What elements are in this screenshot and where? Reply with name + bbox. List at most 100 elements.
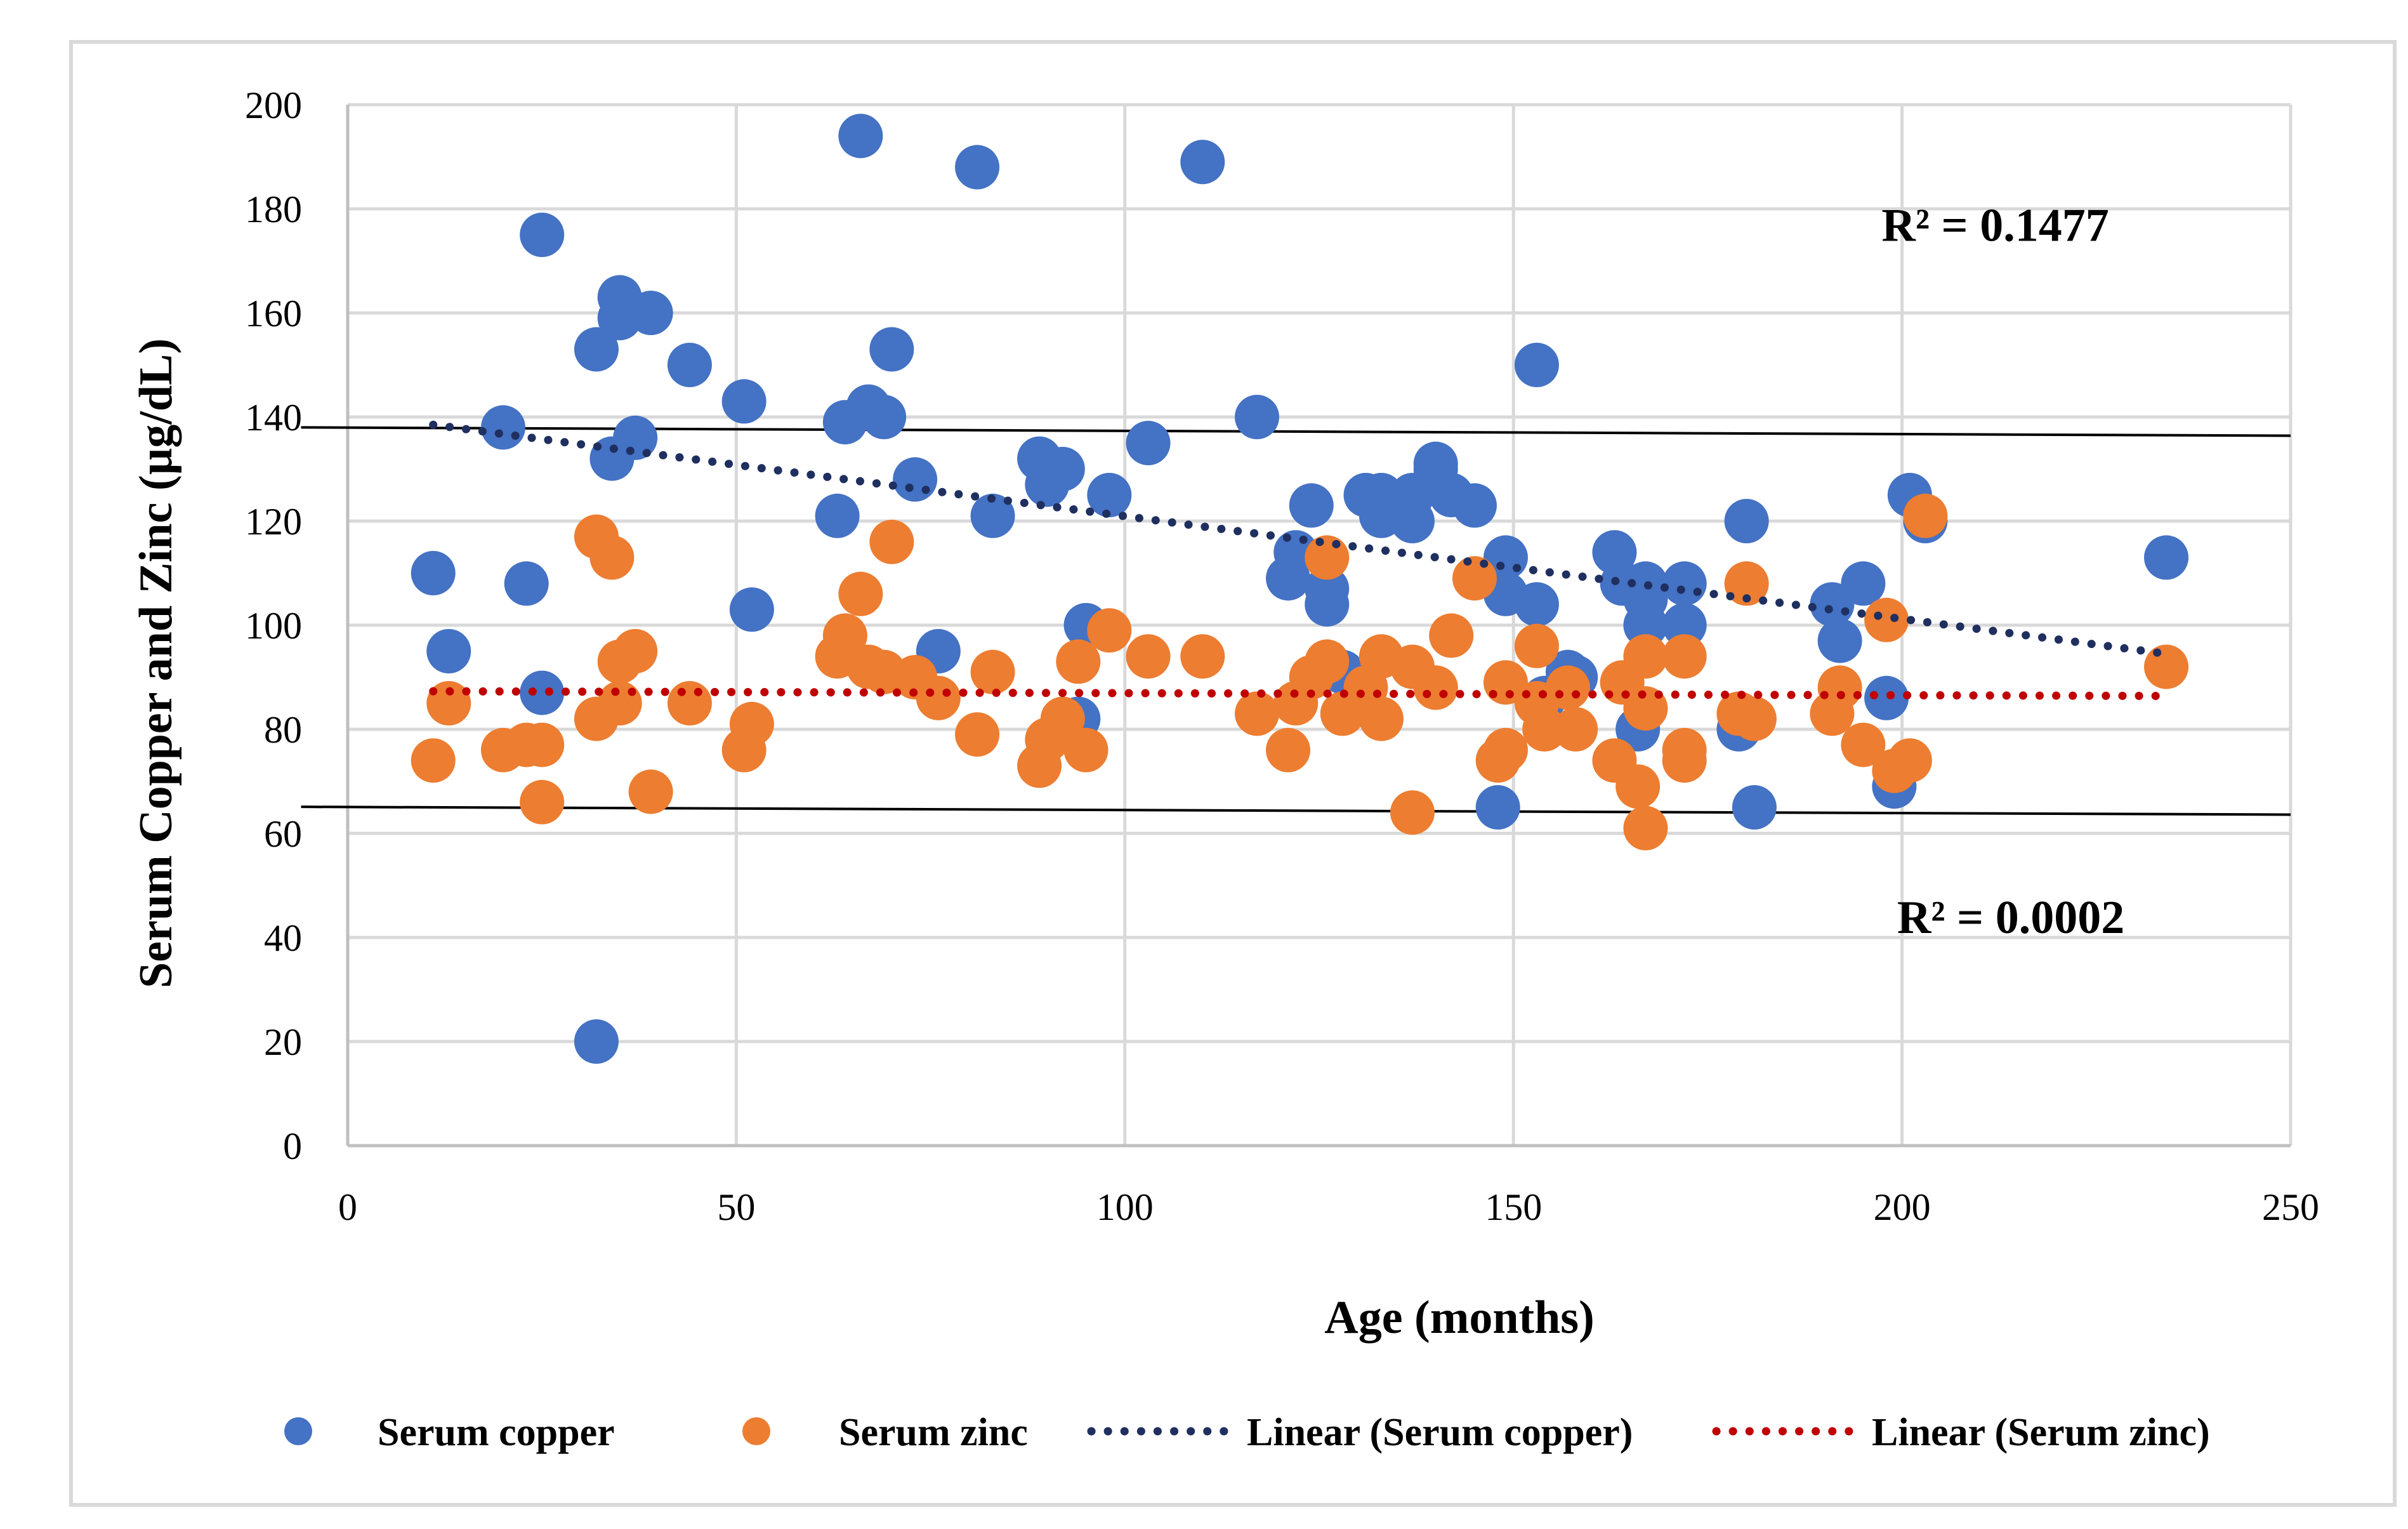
zinc-point-18 bbox=[822, 613, 867, 658]
zinc-point-43 bbox=[1359, 696, 1404, 741]
trendlines bbox=[429, 420, 2171, 701]
copper-point-4 bbox=[504, 561, 549, 606]
copper-point-68 bbox=[1724, 499, 1769, 543]
copper-point-7 bbox=[574, 327, 619, 372]
zinc-point-77 bbox=[1903, 493, 1948, 538]
copper-point-33 bbox=[1126, 421, 1171, 465]
y-tick-label-80: 80 bbox=[264, 709, 302, 751]
legend-label-serum-zinc: Serum zinc bbox=[839, 1411, 1028, 1454]
copper-point-2 bbox=[426, 629, 471, 673]
legend: Serum copper Serum zinc Linear (Serum co… bbox=[284, 1411, 2210, 1454]
zinc-point-24 bbox=[916, 675, 961, 720]
copper-point-77 bbox=[2144, 535, 2189, 580]
zinc-point-13 bbox=[628, 769, 673, 814]
x-axis-title: Age (months) bbox=[1324, 1292, 1594, 1344]
legend-label-linear-zinc: Linear (Serum zinc) bbox=[1872, 1411, 2210, 1454]
y-tick-label-180: 180 bbox=[245, 189, 302, 230]
x-tick-label-150: 150 bbox=[1485, 1186, 1542, 1228]
copper-point-72 bbox=[1841, 561, 1886, 606]
copper-point-55 bbox=[1514, 582, 1559, 627]
legend-label-linear-copper: Linear (Serum copper) bbox=[1247, 1411, 1633, 1454]
copper-point-13 bbox=[628, 291, 673, 335]
zinc-point-6 bbox=[520, 779, 565, 824]
zinc-point-22 bbox=[869, 519, 914, 564]
copper-point-25 bbox=[955, 145, 1000, 190]
gridlines bbox=[348, 103, 2293, 1146]
axes bbox=[346, 105, 2291, 1148]
zinc-point-11 bbox=[597, 681, 642, 725]
zinc-point-9 bbox=[589, 535, 635, 580]
copper-point-21 bbox=[862, 395, 907, 439]
zinc-point-46 bbox=[1390, 790, 1435, 835]
copper-point-16 bbox=[729, 587, 774, 632]
copper-point-8 bbox=[574, 1019, 619, 1064]
zinc-point-67 bbox=[1662, 738, 1707, 783]
copper-point-40 bbox=[1305, 582, 1350, 627]
y-tick-label-0: 0 bbox=[283, 1125, 302, 1167]
zinc-point-64 bbox=[1623, 805, 1668, 851]
zinc-point-39 bbox=[1305, 535, 1350, 580]
y-tick-label-20: 20 bbox=[264, 1021, 302, 1063]
copper-point-1 bbox=[411, 551, 456, 595]
copper-point-51 bbox=[1475, 785, 1520, 830]
x-tick-label-0: 0 bbox=[338, 1186, 357, 1228]
zinc-point-49 bbox=[1429, 613, 1474, 658]
zinc-point-73 bbox=[1841, 722, 1886, 767]
tick-labels: 0 20 40 60 80 100 120 140 160 180 200 0 50 100 150 200 2… bbox=[245, 84, 2319, 1228]
zinc-point-12 bbox=[613, 629, 658, 673]
zinc-point-56 bbox=[1522, 707, 1567, 751]
y-tick-label-200: 200 bbox=[245, 84, 302, 126]
zinc-point-25 bbox=[955, 712, 1000, 757]
copper-point-3 bbox=[480, 405, 525, 450]
x-tick-label-200: 200 bbox=[1874, 1186, 1931, 1228]
copper-point-6 bbox=[520, 670, 565, 715]
trendline-serum-zinc bbox=[429, 687, 2171, 701]
zinc-point-69 bbox=[1724, 561, 1769, 606]
zinc-point-48 bbox=[1413, 665, 1458, 710]
zinc-point-58 bbox=[1553, 707, 1598, 751]
legend-marker-serum-copper bbox=[284, 1417, 312, 1445]
zinc-point-32 bbox=[1087, 608, 1132, 653]
copper-point-32 bbox=[1087, 473, 1132, 517]
zinc-point-30 bbox=[1056, 639, 1101, 684]
zinc-point-74 bbox=[1864, 597, 1909, 642]
copper-point-64 bbox=[1623, 603, 1668, 647]
zinc-point-62 bbox=[1623, 634, 1668, 679]
copper-point-17 bbox=[815, 493, 860, 538]
zinc-point-2 bbox=[426, 681, 471, 725]
zinc-point-33 bbox=[1126, 634, 1171, 679]
y-axis-title: Serum Copper and Zinc (µg/dL) bbox=[130, 338, 182, 988]
zinc-point-76 bbox=[1887, 738, 1932, 783]
zinc-point-16 bbox=[729, 701, 774, 746]
copper-point-26 bbox=[970, 493, 1015, 538]
copper-point-73 bbox=[1864, 675, 1909, 720]
copper-point-66 bbox=[1662, 603, 1707, 647]
zinc-point-61 bbox=[1615, 764, 1661, 809]
zinc-point-57 bbox=[1545, 665, 1590, 710]
copper-point-65 bbox=[1662, 561, 1707, 606]
copper-point-14 bbox=[667, 343, 712, 387]
zinc-point-5 bbox=[520, 722, 565, 767]
copper-point-71 bbox=[1817, 618, 1862, 663]
copper-point-23 bbox=[893, 457, 938, 502]
x-tick-label-50: 50 bbox=[717, 1186, 755, 1228]
copper-point-46 bbox=[1390, 499, 1435, 543]
zinc-point-54 bbox=[1514, 623, 1559, 668]
copper-point-69 bbox=[1732, 785, 1777, 830]
copper-point-44 bbox=[1359, 473, 1404, 517]
y-tick-label-120: 120 bbox=[245, 501, 302, 543]
zinc-point-26 bbox=[970, 649, 1015, 694]
y-tick-label-100: 100 bbox=[245, 605, 302, 647]
copper-point-35 bbox=[1235, 395, 1280, 439]
x-tick-label-100: 100 bbox=[1096, 1186, 1154, 1228]
zinc-point-78 bbox=[2144, 644, 2189, 689]
copper-point-5 bbox=[520, 213, 565, 257]
reference-line-2 bbox=[301, 805, 2291, 816]
legend-label-serum-copper: Serum copper bbox=[378, 1411, 615, 1454]
copper-point-22 bbox=[869, 327, 914, 372]
y-tick-label-140: 140 bbox=[245, 397, 302, 439]
zinc-point-36 bbox=[1266, 727, 1311, 772]
legend-marker-serum-zinc bbox=[742, 1417, 770, 1445]
